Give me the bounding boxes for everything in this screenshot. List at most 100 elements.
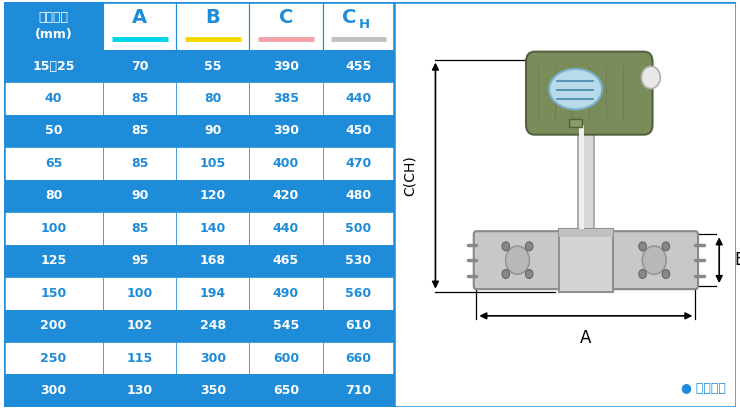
Bar	[249, 375, 323, 407]
Text: 530: 530	[346, 254, 371, 267]
Text: 115: 115	[127, 352, 153, 365]
Text: 15～25: 15～25	[33, 60, 75, 72]
Text: 85: 85	[131, 157, 149, 170]
Bar	[176, 375, 249, 407]
Text: 90: 90	[131, 189, 149, 202]
Text: 455: 455	[346, 60, 371, 72]
Bar	[323, 375, 394, 407]
Bar	[323, 147, 394, 180]
Bar	[104, 2, 176, 50]
Text: C(CH): C(CH)	[403, 155, 417, 196]
Bar	[176, 245, 249, 277]
Text: 400: 400	[273, 157, 299, 170]
Bar	[569, 119, 582, 126]
Text: 248: 248	[200, 319, 226, 332]
Ellipse shape	[525, 242, 533, 251]
Text: 385: 385	[273, 92, 299, 105]
Bar	[249, 2, 323, 50]
FancyBboxPatch shape	[474, 231, 561, 289]
Bar	[323, 2, 394, 50]
Bar	[4, 212, 104, 245]
Bar	[4, 2, 104, 50]
Text: 125: 125	[41, 254, 67, 267]
Bar	[249, 310, 323, 342]
Text: 660: 660	[346, 352, 371, 365]
Text: 480: 480	[346, 189, 371, 202]
Bar	[104, 375, 176, 407]
Bar	[4, 375, 104, 407]
Text: 85: 85	[131, 222, 149, 235]
Bar	[579, 124, 585, 231]
Bar	[323, 82, 394, 115]
Text: 390: 390	[273, 60, 299, 72]
Bar	[104, 50, 176, 82]
Ellipse shape	[505, 246, 529, 274]
Bar	[4, 277, 104, 310]
Bar	[176, 277, 249, 310]
Text: 90: 90	[204, 124, 221, 137]
Bar	[104, 115, 176, 147]
Text: 650: 650	[273, 384, 299, 397]
Ellipse shape	[549, 69, 602, 109]
Bar	[176, 342, 249, 375]
Text: 350: 350	[200, 384, 226, 397]
Bar	[578, 124, 594, 231]
Text: 85: 85	[131, 92, 149, 105]
Bar	[104, 277, 176, 310]
Bar	[249, 82, 323, 115]
Text: 390: 390	[273, 124, 299, 137]
Text: 420: 420	[273, 189, 299, 202]
Text: B: B	[734, 251, 740, 269]
Ellipse shape	[502, 242, 510, 251]
Bar	[249, 212, 323, 245]
Text: 102: 102	[127, 319, 153, 332]
Ellipse shape	[639, 270, 646, 279]
Ellipse shape	[502, 270, 510, 279]
Text: 250: 250	[41, 352, 67, 365]
Bar	[4, 310, 104, 342]
Bar	[104, 245, 176, 277]
Text: 490: 490	[273, 287, 299, 300]
Text: C: C	[342, 8, 357, 27]
Ellipse shape	[642, 246, 666, 274]
Text: 100: 100	[127, 287, 153, 300]
Text: 50: 50	[44, 124, 62, 137]
Text: 560: 560	[346, 287, 371, 300]
Bar	[104, 342, 176, 375]
Bar	[4, 115, 104, 147]
Ellipse shape	[639, 242, 646, 251]
Bar	[176, 2, 249, 50]
Bar	[323, 115, 394, 147]
Text: 300: 300	[41, 384, 67, 397]
Text: 440: 440	[346, 92, 371, 105]
Bar	[249, 147, 323, 180]
Text: 470: 470	[346, 157, 371, 170]
Bar	[4, 245, 104, 277]
Bar	[323, 310, 394, 342]
Text: 130: 130	[127, 384, 153, 397]
Ellipse shape	[662, 270, 670, 279]
FancyBboxPatch shape	[526, 52, 653, 135]
Bar	[559, 229, 613, 292]
Bar	[323, 180, 394, 212]
Text: 85: 85	[131, 124, 149, 137]
Text: 70: 70	[131, 60, 149, 72]
Bar	[104, 82, 176, 115]
Bar	[323, 50, 394, 82]
Bar	[4, 82, 104, 115]
Text: 194: 194	[200, 287, 226, 300]
Bar	[176, 82, 249, 115]
Text: 610: 610	[346, 319, 371, 332]
Text: 440: 440	[273, 222, 299, 235]
Bar	[249, 277, 323, 310]
Text: B: B	[206, 8, 221, 27]
Text: 200: 200	[41, 319, 67, 332]
Bar	[4, 147, 104, 180]
FancyBboxPatch shape	[610, 231, 698, 289]
Bar	[323, 277, 394, 310]
Text: 465: 465	[273, 254, 299, 267]
Text: 65: 65	[45, 157, 62, 170]
Text: A: A	[132, 8, 147, 27]
Text: C: C	[279, 8, 293, 27]
Bar	[176, 310, 249, 342]
